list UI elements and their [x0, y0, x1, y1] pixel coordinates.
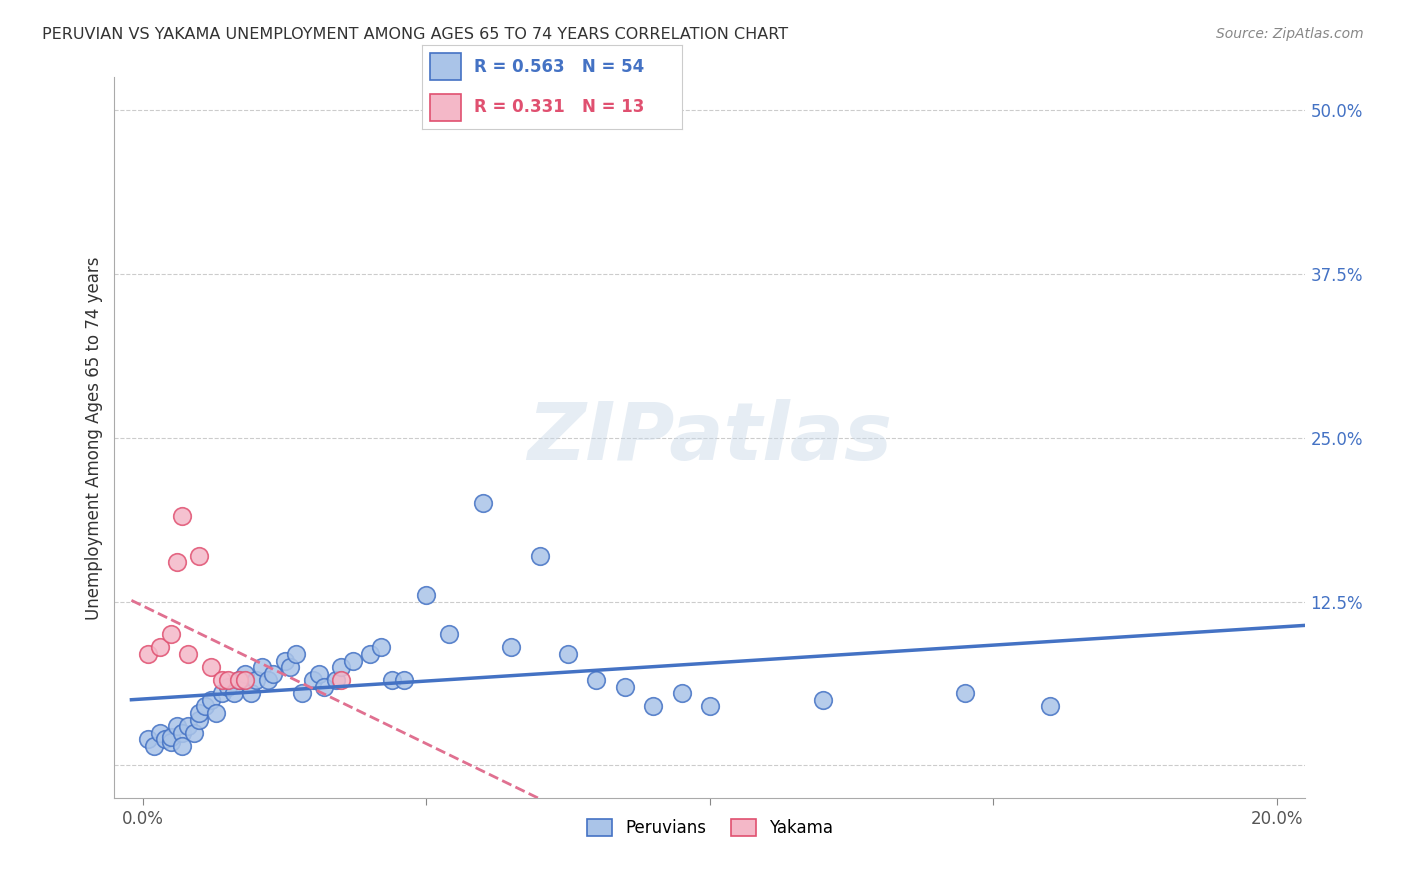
- Point: [501, 640, 523, 655]
- Point: [200, 693, 222, 707]
- Point: [699, 699, 721, 714]
- Point: [330, 673, 353, 688]
- Point: [250, 660, 273, 674]
- Point: [437, 627, 460, 641]
- Bar: [430, 94, 461, 120]
- Point: [166, 555, 188, 569]
- Point: [392, 673, 415, 688]
- Point: [233, 673, 256, 688]
- Point: [325, 673, 347, 688]
- Point: [143, 739, 166, 753]
- Point: [228, 673, 250, 688]
- Point: [415, 588, 437, 602]
- Point: [217, 680, 239, 694]
- Y-axis label: Unemployment Among Ages 65 to 74 years: Unemployment Among Ages 65 to 74 years: [86, 256, 103, 620]
- Point: [160, 730, 183, 744]
- Text: ZIPatlas: ZIPatlas: [527, 399, 893, 477]
- Point: [149, 640, 172, 655]
- Point: [472, 496, 495, 510]
- Point: [953, 686, 976, 700]
- Point: [529, 549, 551, 563]
- Point: [370, 640, 392, 655]
- Point: [613, 680, 636, 694]
- Point: [172, 739, 194, 753]
- Point: [211, 673, 233, 688]
- Point: [233, 666, 256, 681]
- Point: [149, 725, 172, 739]
- Point: [183, 725, 205, 739]
- Point: [160, 627, 183, 641]
- Point: [200, 660, 222, 674]
- Point: [342, 654, 364, 668]
- Point: [557, 647, 579, 661]
- Point: [177, 719, 200, 733]
- Point: [188, 706, 211, 720]
- Point: [205, 706, 228, 720]
- Point: [138, 647, 160, 661]
- Text: PERUVIAN VS YAKAMA UNEMPLOYMENT AMONG AGES 65 TO 74 YEARS CORRELATION CHART: PERUVIAN VS YAKAMA UNEMPLOYMENT AMONG AG…: [42, 27, 789, 42]
- Point: [138, 732, 160, 747]
- Point: [290, 686, 312, 700]
- Point: [188, 549, 211, 563]
- Point: [256, 673, 278, 688]
- Point: [1039, 699, 1062, 714]
- Point: [155, 732, 177, 747]
- Point: [813, 693, 835, 707]
- Bar: [430, 54, 461, 80]
- Point: [228, 673, 250, 688]
- Point: [284, 647, 307, 661]
- Point: [273, 654, 295, 668]
- Point: [211, 686, 233, 700]
- Point: [381, 673, 404, 688]
- Point: [166, 719, 188, 733]
- Point: [643, 699, 665, 714]
- Point: [671, 686, 693, 700]
- Point: [245, 673, 267, 688]
- Point: [308, 666, 330, 681]
- Point: [585, 673, 607, 688]
- Point: [188, 713, 211, 727]
- Point: [177, 647, 200, 661]
- Point: [314, 680, 336, 694]
- Text: Source: ZipAtlas.com: Source: ZipAtlas.com: [1216, 27, 1364, 41]
- Point: [194, 699, 217, 714]
- Point: [359, 647, 381, 661]
- Text: R = 0.331   N = 13: R = 0.331 N = 13: [474, 98, 644, 116]
- Point: [302, 673, 325, 688]
- Point: [278, 660, 301, 674]
- Point: [172, 509, 194, 524]
- Point: [330, 660, 353, 674]
- Point: [160, 735, 183, 749]
- Legend: Peruvians, Yakama: Peruvians, Yakama: [579, 813, 839, 844]
- Point: [222, 686, 245, 700]
- Point: [239, 686, 262, 700]
- Point: [217, 673, 239, 688]
- Point: [262, 666, 284, 681]
- Text: R = 0.563   N = 54: R = 0.563 N = 54: [474, 58, 644, 76]
- Point: [172, 725, 194, 739]
